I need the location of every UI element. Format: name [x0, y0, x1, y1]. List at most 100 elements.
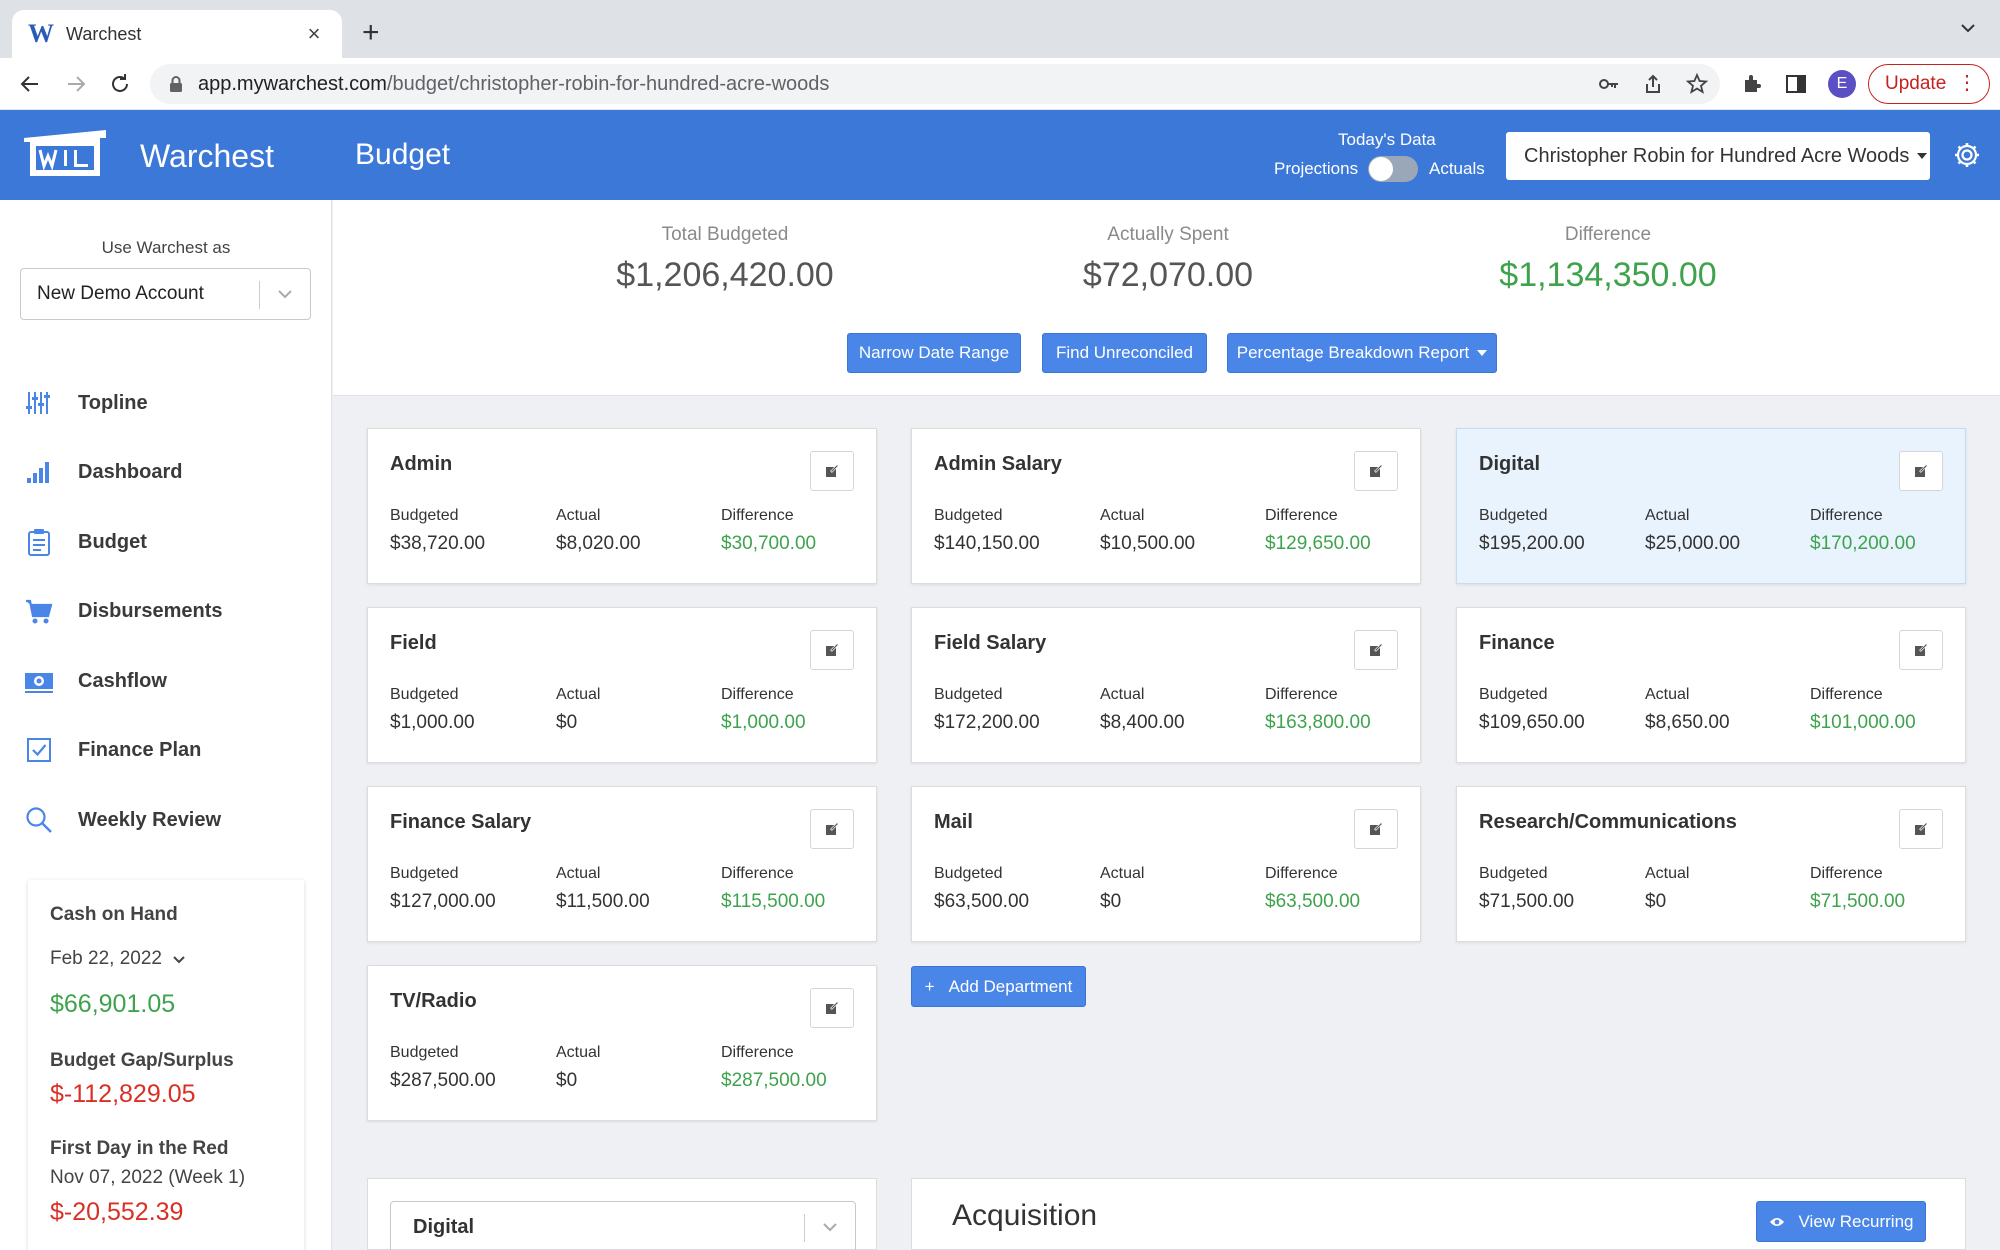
sidebar-item-finance-plan[interactable]: Finance Plan	[24, 730, 314, 770]
difference-value: $71,500.00	[1810, 891, 1906, 912]
actual-column: Actual $8,020.00	[556, 507, 641, 555]
edit-icon	[1370, 822, 1383, 835]
account-select[interactable]: New Demo Account	[20, 268, 311, 320]
actually-spent-label: Actually Spent	[1107, 224, 1229, 245]
edit-department-button[interactable]	[1899, 809, 1943, 849]
difference-column: Difference $287,500.00	[721, 1044, 827, 1092]
browser-update-button[interactable]: Update ⋮	[1868, 64, 1990, 104]
campaign-select[interactable]: Christopher Robin for Hundred Acre Woods	[1506, 132, 1930, 180]
edit-department-button[interactable]	[810, 451, 854, 491]
address-bar[interactable]: app.mywarchest.com/budget/christopher-ro…	[150, 64, 1720, 104]
sidebar-item-label: Budget	[78, 530, 147, 553]
actual-label: Actual	[1100, 686, 1145, 703]
difference-value: $115,500.00	[721, 891, 826, 912]
difference-column: Difference $129,650.00	[1265, 507, 1371, 555]
bookmark-star-icon[interactable]	[1686, 73, 1708, 95]
sidebar-item-budget[interactable]: Budget	[24, 522, 314, 562]
select-divider	[804, 1214, 805, 1242]
cash-on-hand-card: Cash on Hand Feb 22, 2022 $66,901.05 Bud…	[28, 880, 304, 1250]
sidebar-item-dashboard[interactable]: Dashboard	[24, 452, 314, 492]
department-card[interactable]: Mail Budgeted $63,500.00 Actual $0 Difference…	[911, 786, 1421, 942]
narrow-date-range-button[interactable]: Narrow Date Range	[847, 333, 1021, 373]
sidebar-item-weekly-review[interactable]: Weekly Review	[24, 800, 314, 840]
department-card[interactable]: Finance Budgeted $109,650.00 Actual $8,650.0…	[1456, 607, 1966, 763]
new-tab-icon[interactable]: +	[362, 16, 380, 49]
budgeted-label: Budgeted	[390, 1044, 459, 1061]
edit-department-button[interactable]	[1354, 809, 1398, 849]
department-card[interactable]: TV/Radio Budgeted $287,500.00 Actual $0 Diffe…	[367, 965, 877, 1121]
account-name: New Demo Account	[37, 283, 204, 304]
sidebar-item-disbursements[interactable]: Disbursements	[24, 591, 314, 631]
actually-spent-value: $72,070.00	[1082, 256, 1254, 294]
budgeted-column: Budgeted $172,200.00	[934, 686, 1040, 734]
budgeted-column: Budgeted $127,000.00	[390, 865, 496, 913]
edit-department-button[interactable]	[810, 809, 854, 849]
money-icon	[25, 673, 53, 693]
budgeted-value: $287,500.00	[390, 1070, 496, 1091]
total-budgeted: Total Budgeted $1,206,420.00	[525, 224, 925, 295]
budgeted-label: Budgeted	[934, 507, 1003, 524]
department-card[interactable]: Admin Budgeted $38,720.00 Actual $8,020.00 Di…	[367, 428, 877, 584]
browser-tab[interactable]: W Warchest ×	[12, 10, 342, 58]
department-card[interactable]: Finance Salary Budgeted $127,000.00 Actual $…	[367, 786, 877, 942]
difference: Difference $1,134,350.00	[1408, 224, 1808, 295]
gear-icon[interactable]	[1952, 140, 1982, 170]
budgeted-column: Budgeted $1,000.00	[390, 686, 475, 734]
edit-department-button[interactable]	[810, 988, 854, 1028]
budgeted-value: $1,000.00	[390, 712, 475, 733]
close-tab-icon[interactable]: ×	[307, 21, 321, 46]
edit-department-button[interactable]	[1354, 630, 1398, 670]
budgeted-label: Budgeted	[390, 686, 459, 703]
profile-avatar[interactable]: E	[1828, 70, 1856, 98]
chevron-down-icon[interactable]	[1958, 18, 1978, 38]
department-select[interactable]: Digital	[390, 1201, 856, 1250]
cash-on-hand-title: Cash on Hand	[50, 904, 178, 925]
budgeted-column: Budgeted $287,500.00	[390, 1044, 496, 1092]
department-card[interactable]: Field Budgeted $1,000.00 Actual $0 Difference…	[367, 607, 877, 763]
back-icon[interactable]	[16, 70, 44, 98]
extensions-icon[interactable]	[1740, 72, 1764, 96]
sidebar-item-cashflow[interactable]: Cashflow	[24, 661, 314, 701]
share-icon[interactable]	[1642, 73, 1664, 95]
use-as-label: Use Warchest as	[101, 238, 231, 257]
total-budgeted-value: $1,206,420.00	[616, 256, 834, 294]
forward-icon[interactable]	[62, 70, 90, 98]
select-divider	[259, 281, 260, 309]
edit-department-button[interactable]	[1899, 451, 1943, 491]
budgeted-value: $140,150.00	[934, 533, 1040, 554]
edit-department-button[interactable]	[810, 630, 854, 670]
actual-label: Actual	[556, 1044, 601, 1061]
department-card[interactable]: Research/Communications Budgeted $71,500.0…	[1456, 786, 1966, 942]
warchest-logo-icon[interactable]	[20, 128, 110, 180]
budget-gap-amount: $-112,829.05	[50, 1080, 196, 1108]
difference-label: Difference	[1810, 507, 1883, 524]
sidebar-item-topline[interactable]: Topline	[24, 383, 314, 423]
actual-value: $25,000.00	[1645, 533, 1741, 554]
view-recurring-button[interactable]: View Recurring	[1756, 1201, 1926, 1242]
caret-down-icon	[1917, 153, 1928, 159]
difference-label: Difference	[721, 865, 794, 882]
budgeted-value: $38,720.00	[390, 533, 486, 554]
cash-date-select[interactable]: Feb 22, 2022	[50, 948, 188, 970]
brand-name[interactable]: Warchest	[140, 138, 274, 174]
department-card[interactable]: Digital Budgeted $195,200.00 Actual $25,000.…	[1456, 428, 1966, 584]
department-card[interactable]: Admin Salary Budgeted $140,150.00 Actual $10…	[911, 428, 1421, 584]
edit-icon	[826, 1001, 839, 1014]
actual-value: $0	[556, 1070, 578, 1091]
percentage-breakdown-report-button[interactable]: Percentage Breakdown Report	[1227, 333, 1497, 373]
department-card[interactable]: Field Salary Budgeted $172,200.00 Actual $8,…	[911, 607, 1421, 763]
edit-department-button[interactable]	[1354, 451, 1398, 491]
projections-actuals-toggle[interactable]	[1368, 156, 1418, 182]
add-department-button[interactable]: + Add Department	[911, 966, 1086, 1007]
difference-column: Difference $115,500.00	[721, 865, 825, 913]
sliders-icon	[26, 392, 50, 414]
edit-icon	[826, 822, 839, 835]
report-button-label: Percentage Breakdown Report	[1236, 343, 1470, 362]
key-icon[interactable]	[1598, 73, 1620, 95]
find-unreconciled-button[interactable]: Find Unreconciled	[1042, 333, 1207, 373]
edit-department-button[interactable]	[1899, 630, 1943, 670]
actual-label: Actual	[556, 865, 601, 882]
side-panel-icon[interactable]	[1784, 72, 1808, 96]
reload-icon[interactable]	[106, 70, 134, 98]
url-host: app.mywarchest.com	[198, 72, 387, 95]
